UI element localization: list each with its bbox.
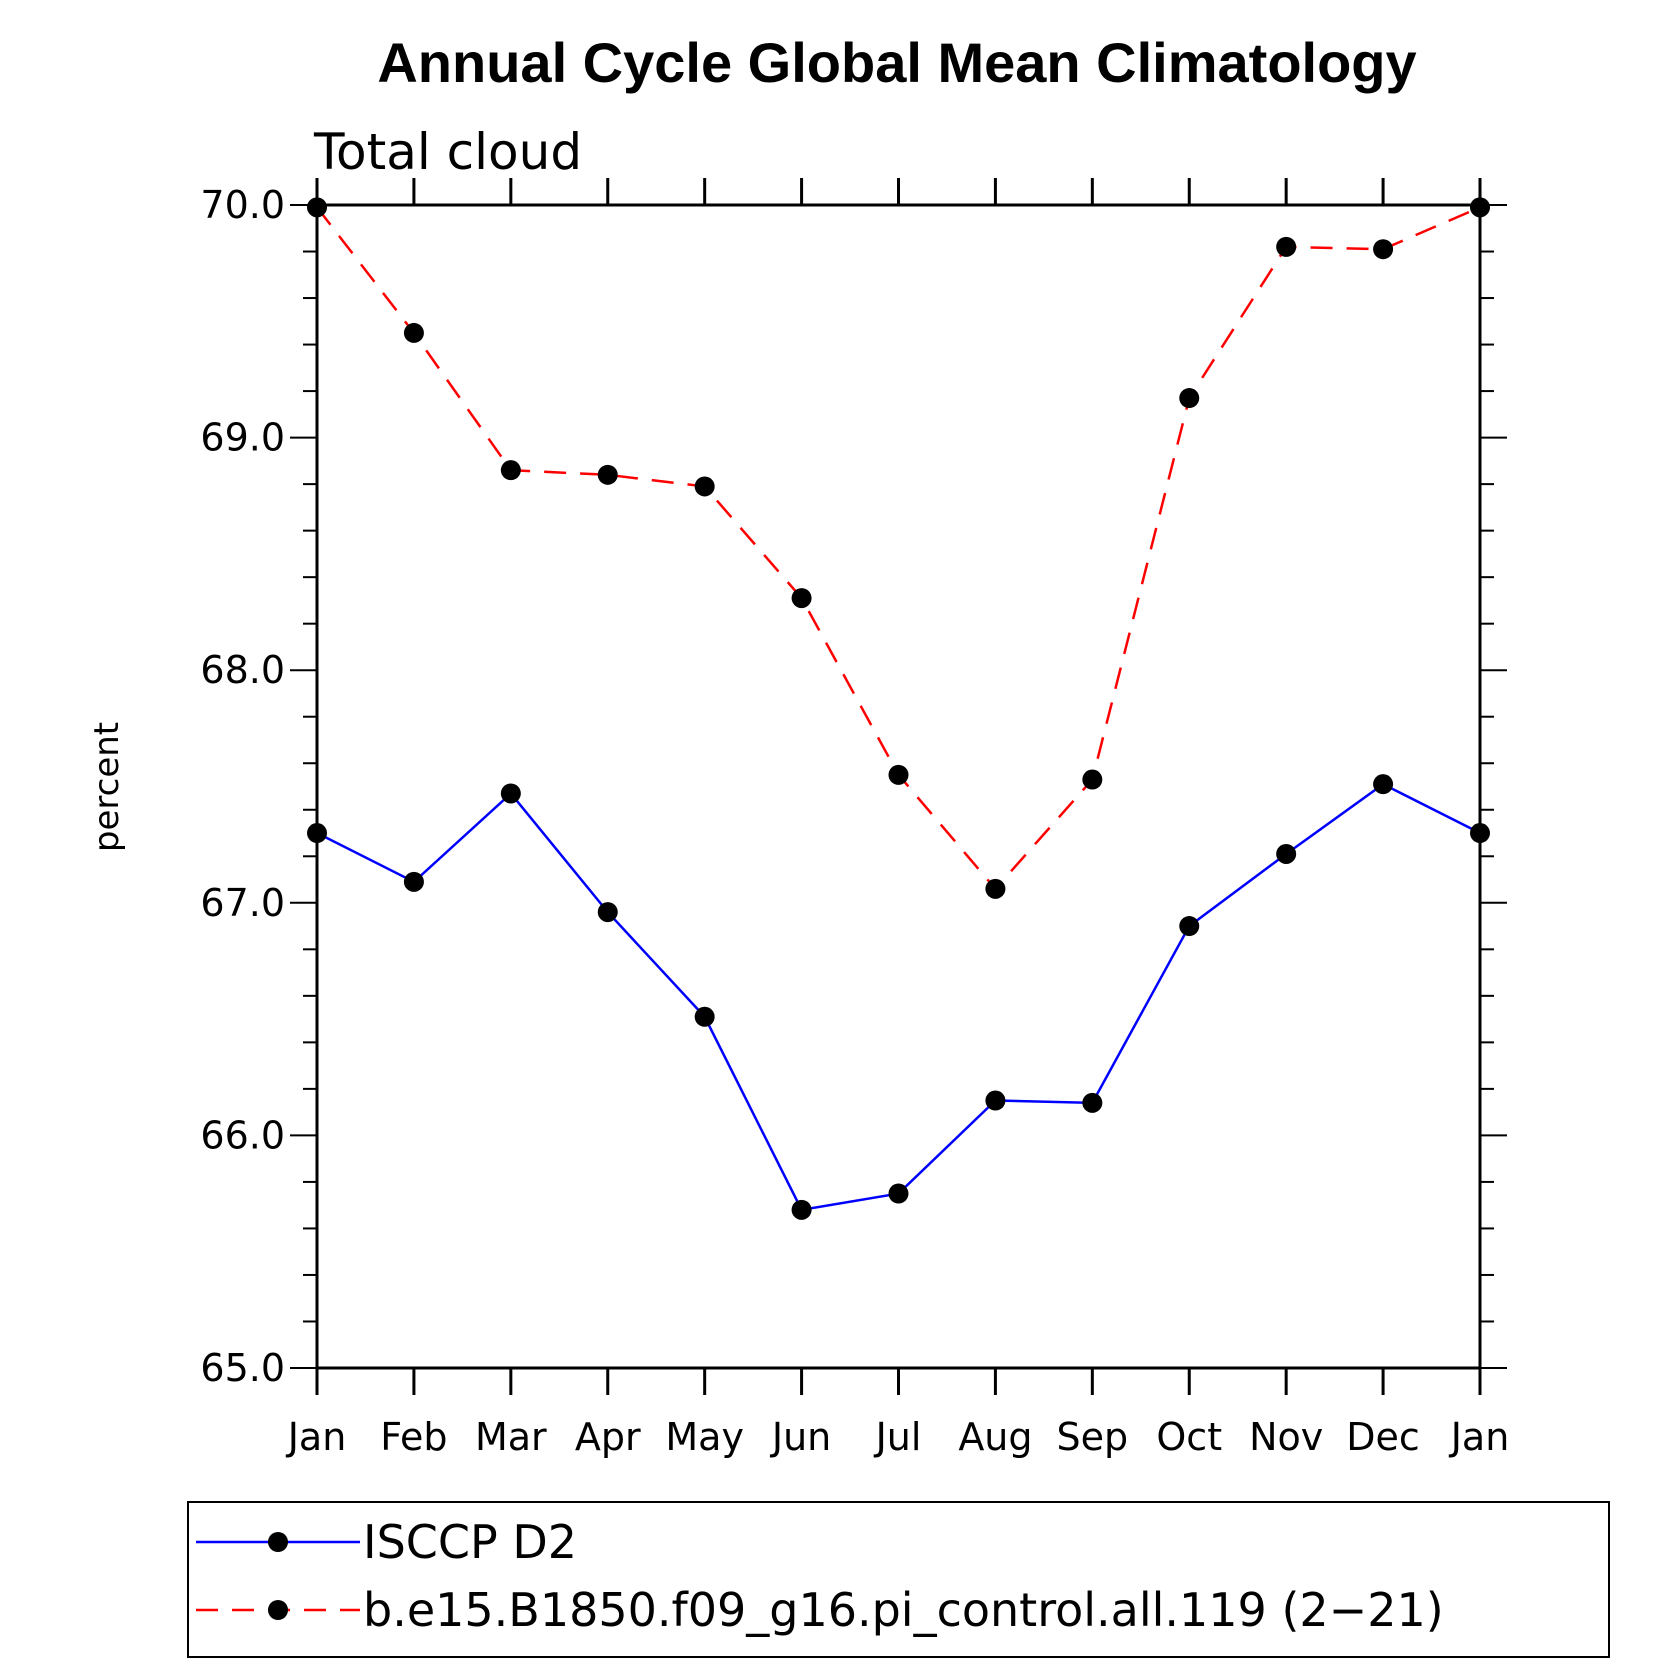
data-point — [1373, 239, 1394, 260]
x-tick-label: Nov — [1249, 1415, 1323, 1459]
data-point — [1179, 916, 1200, 937]
data-point — [1082, 769, 1103, 790]
series-2 — [307, 197, 1490, 899]
axis-ticks — [290, 178, 1507, 1395]
y-tick-label: 67.0 — [200, 881, 285, 925]
data-point — [403, 322, 424, 343]
x-tick-label: Jul — [874, 1415, 922, 1459]
x-tick-label: Sep — [1057, 1415, 1129, 1459]
series-line — [316, 782, 1481, 1212]
legend-marker — [268, 1532, 288, 1552]
x-tick-label: Apr — [575, 1415, 641, 1459]
data-point — [1082, 1092, 1103, 1113]
y-tick-label: 65.0 — [200, 1346, 285, 1390]
data-point — [694, 1006, 715, 1027]
data-point — [500, 460, 521, 481]
y-tick-label: 66.0 — [200, 1113, 285, 1157]
data-point — [1373, 774, 1394, 795]
legend-label: b.e15.B1850.f09_g16.pi_control.all.119 (… — [363, 1583, 1444, 1637]
data-point — [985, 1090, 1006, 1111]
y-tick-labels: 65.0 66.0 67.0 68.0 69.0 70.0 — [200, 183, 285, 1390]
x-tick-label: Jan — [1449, 1415, 1510, 1459]
plot-frame — [315, 203, 1482, 1370]
data-point — [1179, 388, 1200, 409]
y-tick-label: 70.0 — [200, 183, 285, 227]
legend-box — [187, 1501, 1610, 1658]
legend-item: ISCCP D2 — [196, 1515, 577, 1569]
x-tick-label: Mar — [475, 1415, 547, 1459]
x-tick-label: Jun — [770, 1415, 831, 1459]
chart-subtitle: Total cloud — [313, 123, 582, 181]
data-point — [888, 764, 909, 785]
data-point — [888, 1183, 909, 1204]
y-tick-label: 69.0 — [200, 416, 285, 460]
legend-label: ISCCP D2 — [363, 1515, 577, 1569]
data-point — [1276, 236, 1297, 257]
x-tick-label: Jan — [286, 1415, 347, 1459]
x-tick-label: May — [665, 1415, 744, 1459]
chart-title: Annual Cycle Global Mean Climatology — [377, 31, 1416, 94]
series-layer — [307, 197, 1490, 1220]
x-tick-label: Aug — [958, 1415, 1032, 1459]
data-point — [403, 871, 424, 892]
data-point — [500, 783, 521, 804]
data-point — [1276, 843, 1297, 864]
x-tick-label: Feb — [380, 1415, 447, 1459]
legend: ISCCP D2 b.e15.B1850.f09_g16.pi_control.a… — [187, 1501, 1610, 1658]
data-point — [985, 878, 1006, 899]
data-point — [694, 476, 715, 497]
y-tick-label: 68.0 — [200, 648, 285, 692]
x-tick-label: Dec — [1346, 1415, 1420, 1459]
data-point — [597, 902, 618, 923]
x-tick-label: Oct — [1156, 1415, 1222, 1459]
legend-marker — [268, 1600, 288, 1620]
data-point — [791, 1199, 812, 1220]
series-line — [316, 206, 1481, 891]
data-point — [791, 588, 812, 609]
x-tick-labels: Jan Feb Mar Apr May Jun Jul Aug Sep Oct Nov Dec Jan — [286, 1415, 1510, 1459]
y-axis-label: percent — [87, 722, 127, 852]
data-point — [597, 464, 618, 485]
series-1 — [307, 774, 1490, 1220]
legend-item: b.e15.B1850.f09_g16.pi_control.all.119 (… — [196, 1583, 1444, 1637]
